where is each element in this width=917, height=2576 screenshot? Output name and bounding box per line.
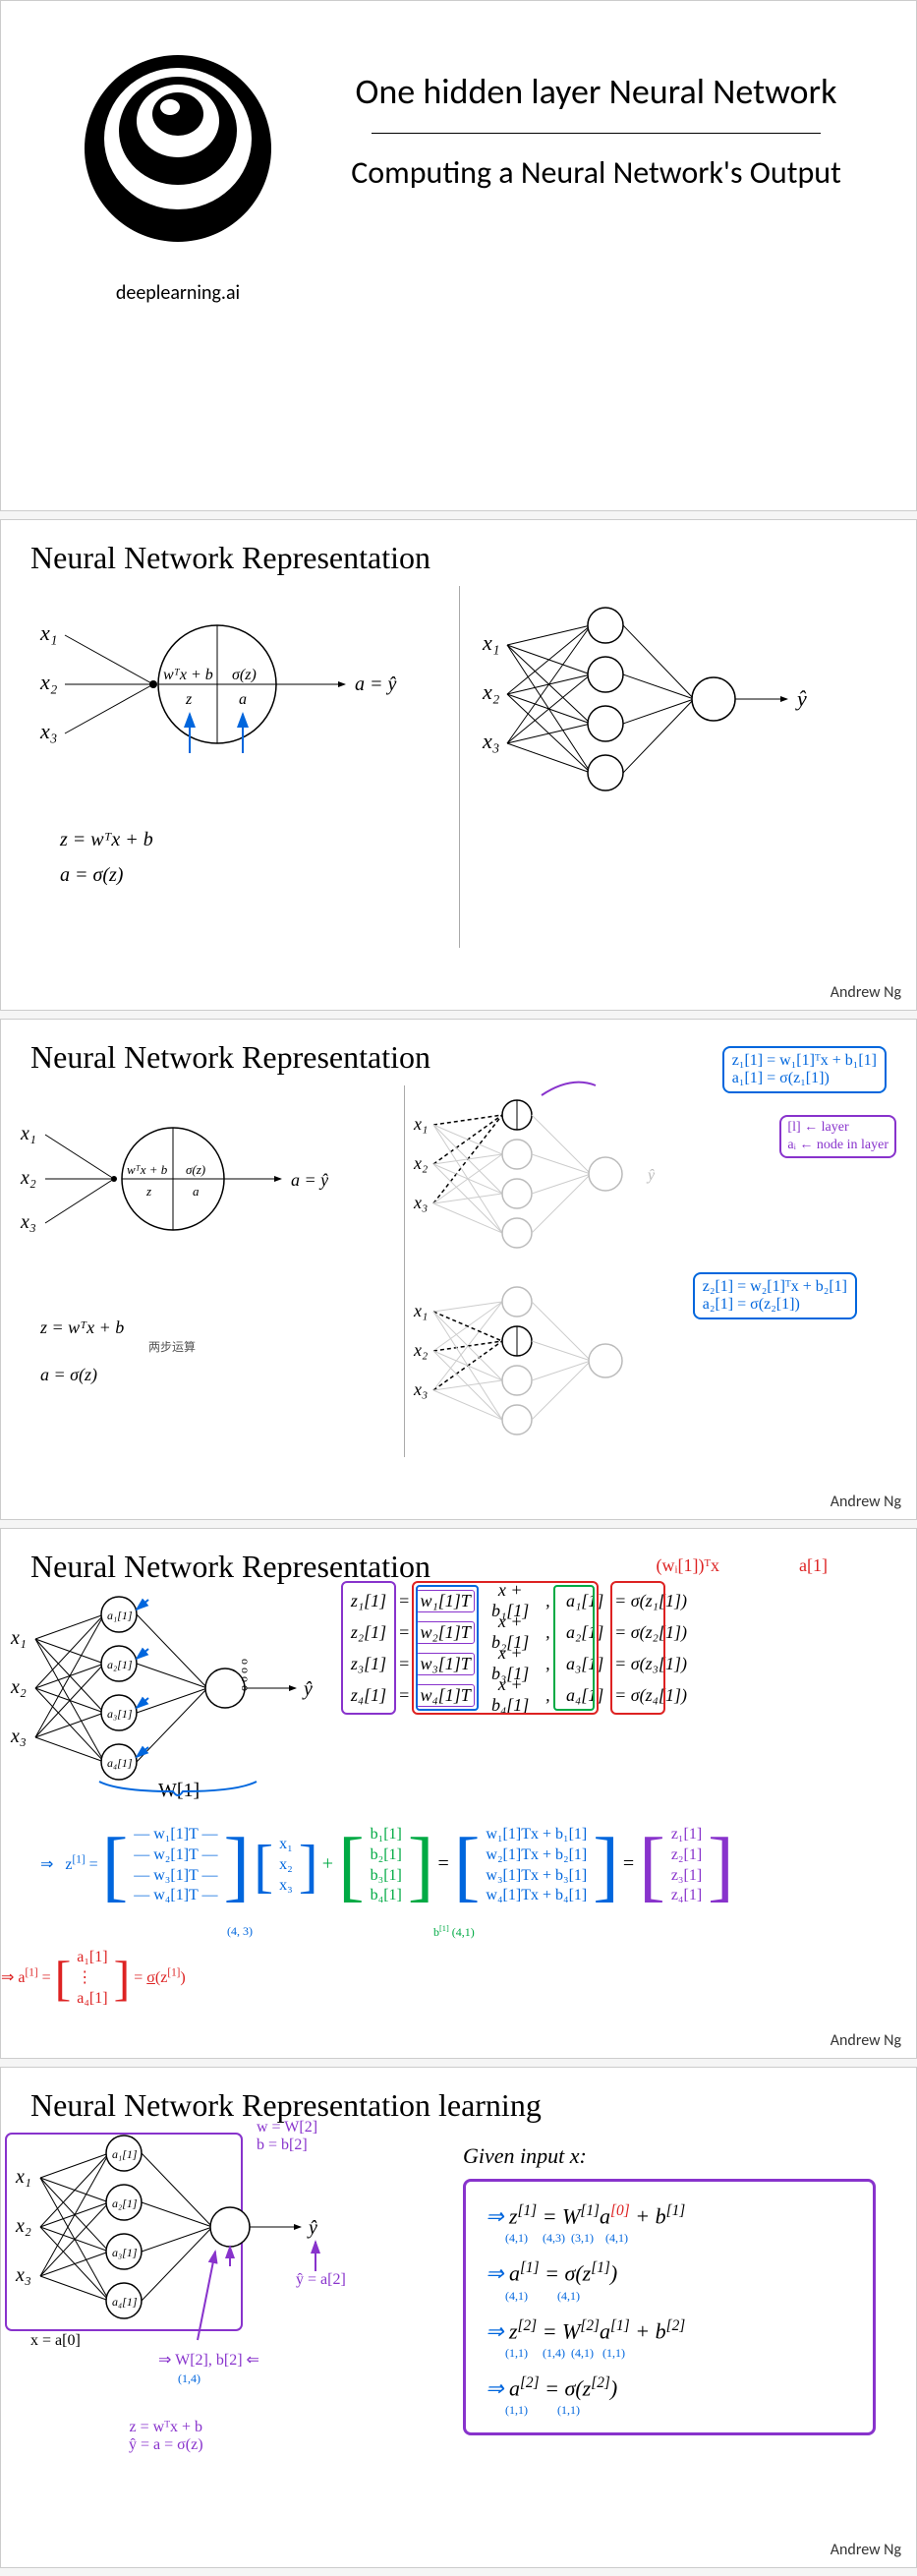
svg-text:x₂: x₂ [39,670,58,694]
svg-text:z: z [185,691,193,708]
single-neuron-diagram: x₁ x₂ x₃ wᵀx + b σ(z) z a a = ŷ [11,586,424,861]
svg-text:x₂: x₂ [15,2215,31,2237]
ann-wb2: ⇒ W[2], b[2] ⇐ (1,4) [158,2350,259,2387]
attribution: Andrew Ng [831,2541,901,2559]
svg-text:x₂: x₂ [482,679,500,704]
matrix-expansion: ⇒ z[1] = [ — w₁[1]T —— w₂[1]T —— w₃[1]T … [40,1821,734,1910]
svg-text:x₁: x₁ [20,1123,36,1144]
svg-text:x₁: x₁ [482,630,499,655]
svg-text:a₃[1]: a₃[1] [107,1707,133,1721]
svg-text:ŷ: ŷ [795,686,807,711]
svg-text:wᵀx + b: wᵀx + b [163,667,213,683]
network-diagram: x₁ x₂ x₃ ŷ [473,586,866,842]
svg-text:z: z [145,1184,151,1199]
slide-representation-2: Neural Network Representation x₁ x₂ x₃ w… [0,1019,917,1520]
svg-text:a₄[1]: a₄[1] [107,1756,133,1770]
svg-text:wᵀx + b: wᵀx + b [127,1162,168,1177]
svg-text:x₃: x₃ [39,719,57,743]
svg-text:ŷ: ŷ [646,1167,656,1184]
slide-title: deeplearning.ai One hidden layer Neural … [0,0,917,511]
attribution: Andrew Ng [831,983,901,1002]
attribution: Andrew Ng [831,2031,901,2050]
equations-left: z = wᵀx + b a = σ(z) [60,822,153,893]
vertical-divider [459,586,460,948]
svg-text:x₃: x₃ [15,2264,31,2286]
svg-text:a: a [193,1184,200,1199]
svg-text:x = a[0]: x = a[0] [30,2332,81,2349]
svg-text:x₂: x₂ [413,1153,428,1173]
svg-text:ŷ: ŷ [307,2217,317,2239]
annotation-bottom: z₂[1] = w₂[1]ᵀx + b₂[1] a₂[1] = σ(z₂[1]) [693,1272,857,1319]
a-sigma: ⇒ a[1] = [ a₁[1]⋮a₄[1] ] = σ(z[1]) [1,1944,186,2013]
ann-wtx: (wᵢ[1])ᵀx [657,1555,719,1576]
divider [372,133,821,134]
svg-text:x₁: x₁ [413,1301,428,1320]
svg-text:x₃: x₃ [413,1193,428,1212]
single-neuron-diagram: x₁ x₂ x₃ wᵀx + b σ(z) z a a = ŷ [1,1095,374,1321]
svg-text:a₂[1]: a₂[1] [107,1658,133,1671]
main-title: One hidden layer Neural Network [315,70,877,113]
svg-text:a: a [239,691,247,708]
annotated-network-diagram: x₁ x₂ x₃ ŷ x₁ x₂ x₃ [404,1046,876,1459]
svg-text:x₁: x₁ [10,1627,27,1649]
equations-left: z = wᵀx + b 两步运算 a = σ(z) [40,1312,196,1390]
svg-text:x₃: x₃ [10,1726,27,1747]
svg-text:σ(z): σ(z) [232,667,257,683]
svg-text:a₁[1]: a₁[1] [107,1609,133,1622]
slide-representation-1: Neural Network Representation x₁ x₂ x₃ w… [0,519,917,1011]
svg-text:σ(z): σ(z) [186,1162,205,1177]
svg-text:x₁: x₁ [15,2166,31,2188]
svg-text:a = ŷ: a = ŷ [291,1170,328,1190]
svg-text:x₂: x₂ [20,1167,36,1189]
forward-prop-equations: Given input x: ⇒ z[1] = W[1]a[0] + b[1] … [463,2143,876,2435]
annotation-top: z₁[1] = w₁[1]ᵀx + b₁[1] a₁[1] = σ(z₁[1]) [722,1046,887,1093]
slide-representation-3: Neural Network Representation (wᵢ[1])ᵀx … [0,1528,917,2059]
svg-text:ŷ: ŷ [302,1678,313,1700]
equation-grid: z₁[1]=w₁[1]Tx + b₁[1],a₁[1]= σ(z₁[1])z₂[… [345,1585,687,1711]
slide-learning: Neural Network Representation learning x… [0,2067,917,2568]
svg-text:a₄[1]: a₄[1] [112,2295,138,2309]
ann-bottom-eqs: z = wᵀx + b ŷ = a = σ(z) [129,2419,203,2454]
ann-w: w = W[2] b = b[2] [257,2119,317,2154]
svg-text:x₁: x₁ [39,620,57,645]
logo-icon [70,40,286,257]
svg-text:o o o o: o o o o [239,1659,253,1691]
subtitle: Computing a Neural Network's Output [315,153,877,192]
attribution: Andrew Ng [831,1493,901,1511]
slide-title-text: Neural Network Representation [1,520,916,586]
svg-text:a₁[1]: a₁[1] [112,2147,138,2161]
svg-text:a₂[1]: a₂[1] [112,2196,138,2210]
svg-text:a = ŷ: a = ŷ [355,673,396,695]
svg-text:x₃: x₃ [20,1211,36,1233]
b-dim: b[1] (4,1) [433,1924,475,1940]
svg-text:x₂: x₂ [413,1340,428,1360]
svg-text:x₂: x₂ [10,1676,27,1698]
svg-text:a₃[1]: a₃[1] [112,2246,138,2259]
annotation-layer-note: [l] ← layer aᵢ ← node in layer [779,1115,896,1158]
brand-text: deeplearning.ai [40,281,315,305]
svg-text:x₃: x₃ [413,1379,428,1399]
ann-yhat: ŷ = a[2] [296,2271,346,2289]
ann-a1: a[1] [799,1555,828,1576]
network-diagram: x₁ x₂ x₃ a₁[1] a₂[1] a₃[1] a₄[1] ŷ W[1] [1,1585,325,1841]
svg-text:x₁: x₁ [413,1114,428,1134]
svg-text:x₃: x₃ [482,729,499,753]
